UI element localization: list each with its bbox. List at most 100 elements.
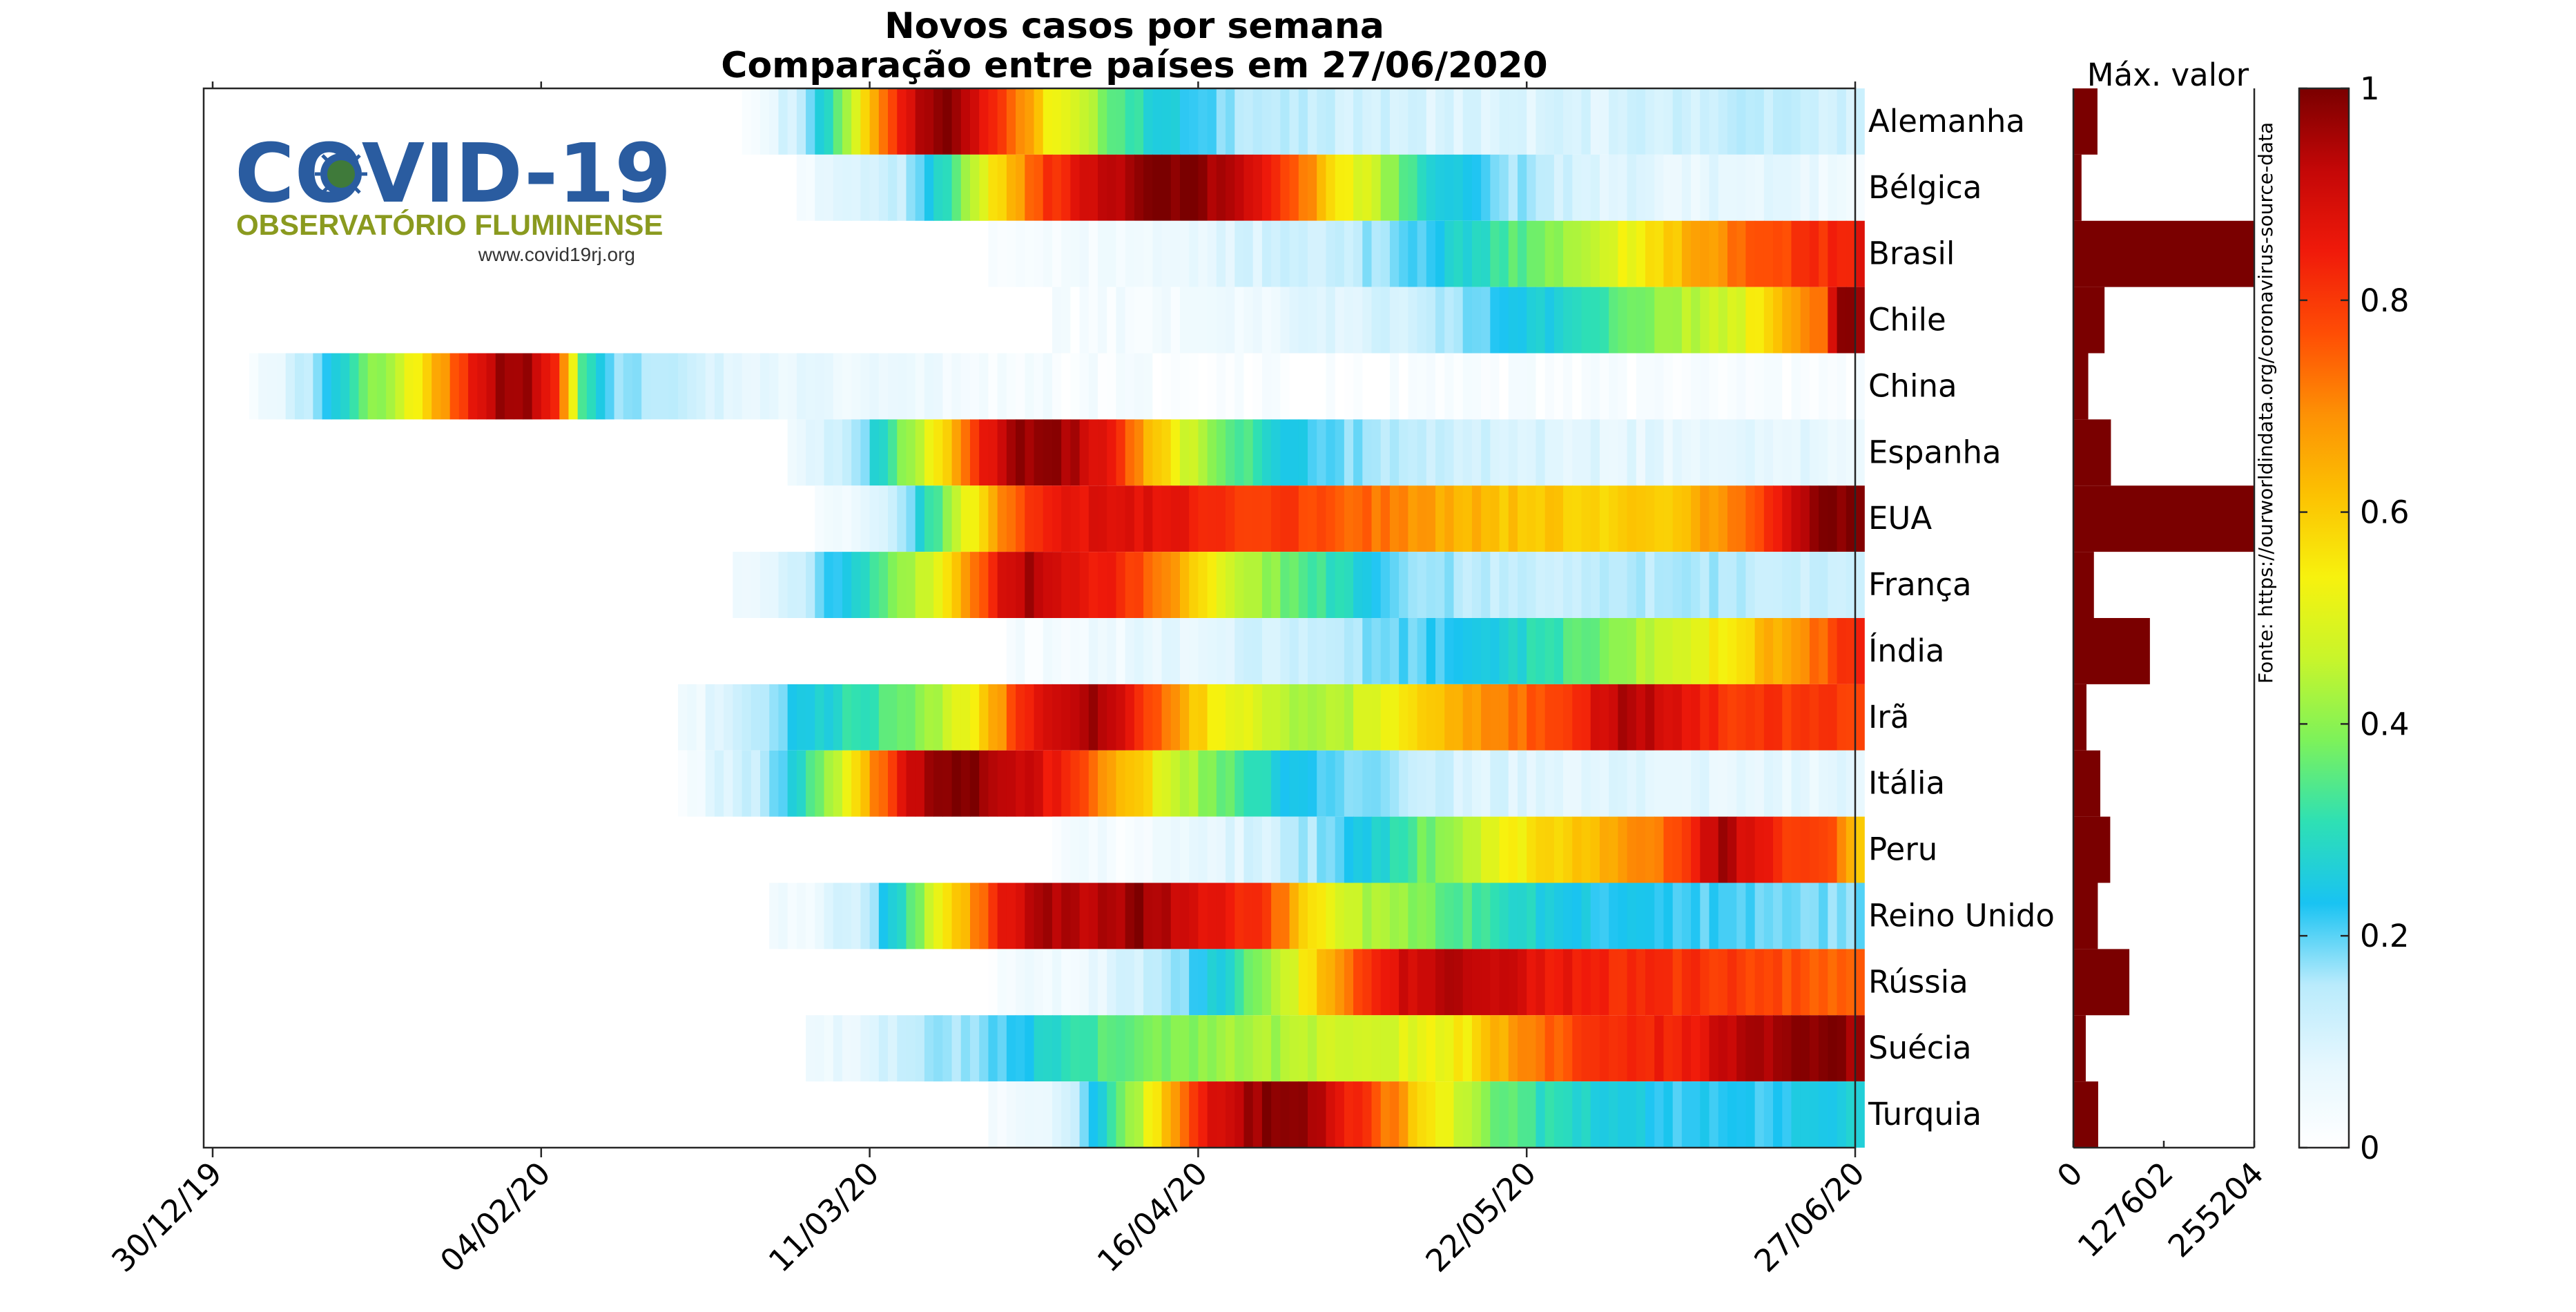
- heatmap-cell: [906, 750, 916, 817]
- heatmap-cell: [1179, 154, 1190, 221]
- heatmap-cell: [1672, 949, 1683, 1016]
- heatmap-cell: [1353, 816, 1363, 883]
- heatmap-cell: [1189, 618, 1199, 684]
- heatmap-cell: [1344, 882, 1354, 949]
- heatmap-cell: [1198, 353, 1208, 420]
- heatmap-cell: [1645, 949, 1655, 1016]
- heatmap-cell: [742, 684, 752, 751]
- heatmap-cell: [1471, 1015, 1482, 1082]
- heatmap-cell: [1371, 684, 1382, 751]
- heatmap-cell: [1627, 419, 1637, 486]
- heatmap-cell: [1709, 485, 1719, 552]
- heatmap-cell: [796, 882, 806, 949]
- heatmap-cell: [1681, 88, 1692, 155]
- heatmap-cell: [1107, 552, 1117, 619]
- heatmap-cell: [1179, 88, 1190, 155]
- heatmap-cell: [979, 882, 989, 949]
- heatmap-cell: [1517, 154, 1527, 221]
- heatmap-cell: [851, 88, 861, 155]
- heatmap-cell: [1645, 485, 1655, 552]
- heatmap-cell: [1553, 419, 1564, 486]
- heatmap-cell: [1527, 882, 1537, 949]
- heatmap-cell: [1782, 949, 1792, 1016]
- max-value-bar: [2073, 485, 2254, 552]
- heatmap-cell: [1143, 419, 1153, 486]
- heatmap-cell: [596, 353, 606, 420]
- heatmap-cell: [1417, 882, 1427, 949]
- heatmap-cell: [1170, 816, 1181, 883]
- heatmap-cell: [1043, 750, 1053, 817]
- heatmap-cell: [1490, 750, 1500, 817]
- heatmap-cell: [1389, 1015, 1400, 1082]
- heatmap-cell: [1508, 485, 1518, 552]
- heatmap-cell: [1107, 750, 1117, 817]
- heatmap-cell: [1654, 552, 1665, 619]
- heatmap-cell: [1773, 618, 1783, 684]
- heatmap-cell: [1243, 419, 1254, 486]
- heatmap-cell: [1198, 88, 1208, 155]
- heatmap-cell: [1536, 816, 1546, 883]
- heatmap-cell: [1435, 353, 1445, 420]
- heatmap-cell: [1745, 816, 1756, 883]
- heatmap-cell: [1198, 750, 1208, 817]
- heatmap-cell: [906, 88, 916, 155]
- heatmap-cell: [933, 750, 943, 817]
- heatmap-cell: [1754, 1081, 1765, 1148]
- heatmap-cell: [1782, 88, 1792, 155]
- heatmap-cell: [833, 485, 843, 552]
- heatmap-cell: [1773, 419, 1783, 486]
- heatmap-cell: [1645, 287, 1655, 354]
- heatmap-cell: [1261, 618, 1272, 684]
- heatmap-cell: [1581, 618, 1591, 684]
- heatmap-cell: [1362, 154, 1373, 221]
- heatmap-cell: [1289, 88, 1299, 155]
- heatmap-cell: [1718, 485, 1728, 552]
- heatmap-cell: [1490, 88, 1500, 155]
- heatmap-cell: [1563, 154, 1573, 221]
- heatmap-cell: [988, 750, 998, 817]
- heatmap-cell: [1618, 287, 1628, 354]
- heatmap-cell: [969, 750, 980, 817]
- heatmap-cell: [1444, 220, 1455, 287]
- heatmap-cell: [1709, 1081, 1719, 1148]
- heatmap-cell: [1006, 353, 1016, 420]
- heatmap-cell: [1070, 1081, 1081, 1148]
- heatmap-cell: [1016, 88, 1025, 155]
- heatmap-cell: [915, 1015, 925, 1082]
- heatmap-cell: [924, 750, 934, 817]
- heatmap-cell: [1837, 220, 1847, 287]
- heatmap-cell: [1152, 882, 1163, 949]
- heatmap-cell: [1326, 220, 1336, 287]
- heatmap-cell: [1855, 220, 1865, 287]
- heatmap-cell: [1380, 618, 1391, 684]
- heatmap-cell: [605, 353, 615, 420]
- heatmap-cell: [851, 750, 861, 817]
- heatmap-cell: [1243, 220, 1254, 287]
- heatmap-cell: [1079, 485, 1090, 552]
- heatmap-cell: [1189, 485, 1199, 552]
- heatmap-cell: [1444, 287, 1455, 354]
- heatmap-cell: [1527, 750, 1537, 817]
- heatmap-cell: [1380, 1015, 1391, 1082]
- heatmap-cell: [1736, 220, 1746, 287]
- heatmap-cell: [1700, 88, 1710, 155]
- heatmap-cell: [1471, 750, 1482, 817]
- heatmap-cell: [1736, 88, 1746, 155]
- country-label: França: [1868, 566, 1972, 603]
- heatmap-cell: [1499, 618, 1509, 684]
- heatmap-cell: [1353, 552, 1363, 619]
- heatmap-cell: [1791, 419, 1801, 486]
- heatmap-cell: [1490, 419, 1500, 486]
- heatmap-cell: [1170, 220, 1181, 287]
- heatmap-cell: [1161, 1081, 1172, 1148]
- heatmap-cell: [477, 353, 487, 420]
- heatmap-cell: [1855, 287, 1865, 354]
- heatmap-cell: [1088, 816, 1098, 883]
- heatmap-cell: [1134, 220, 1144, 287]
- heatmap-cell: [1819, 287, 1828, 354]
- heatmap-cell: [997, 220, 1007, 287]
- heatmap-cell: [249, 353, 259, 420]
- heatmap-cell: [1216, 88, 1226, 155]
- heatmap-cell: [724, 353, 733, 420]
